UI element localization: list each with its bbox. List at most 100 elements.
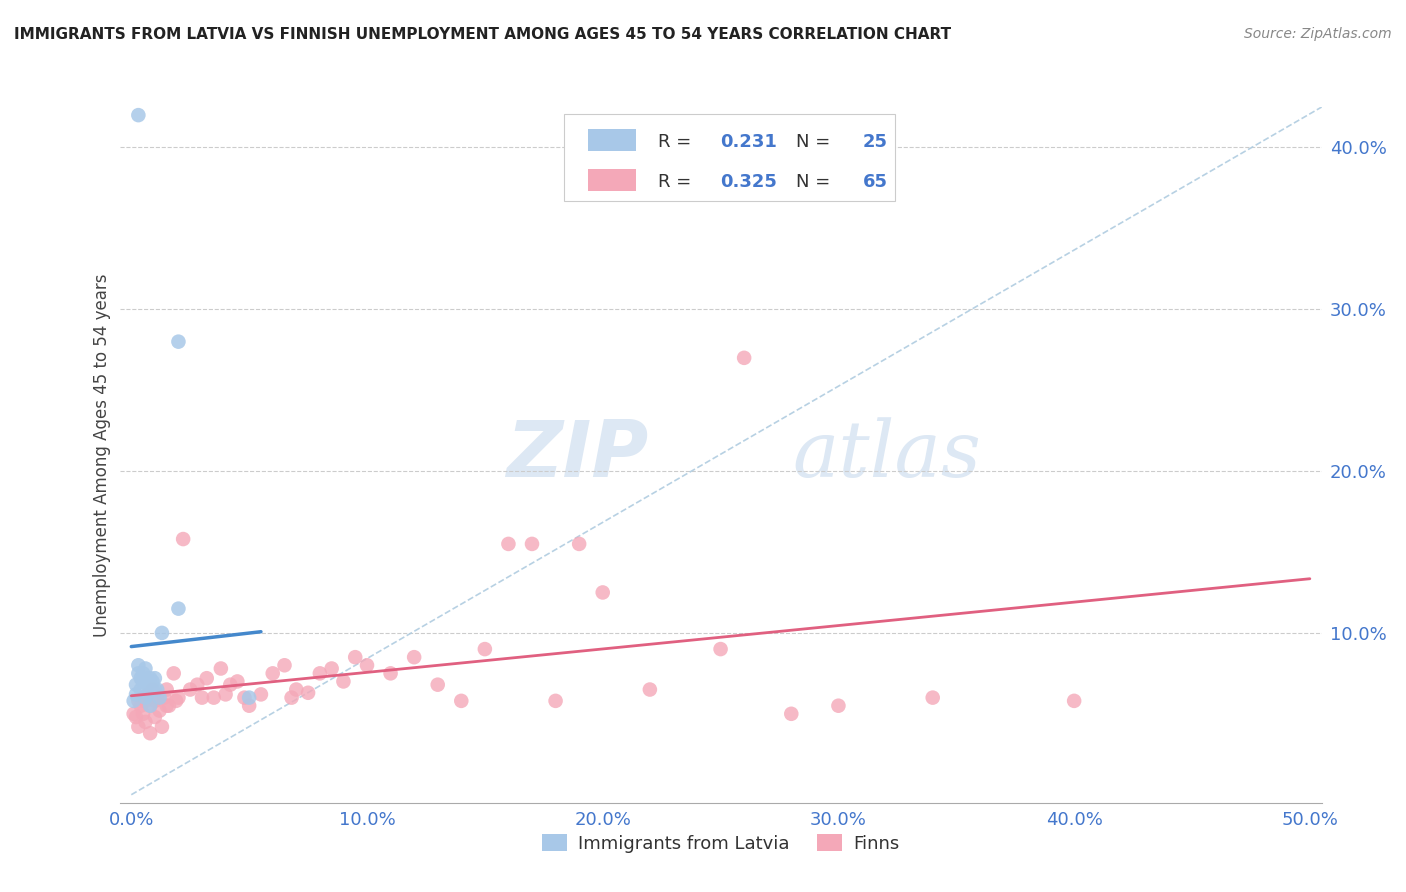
Point xyxy=(165,694,187,708)
Point xyxy=(139,671,162,685)
Point xyxy=(141,682,163,697)
Text: R =: R = xyxy=(658,133,697,152)
Point xyxy=(136,687,159,701)
Point xyxy=(156,698,179,713)
Point xyxy=(474,642,496,657)
Point xyxy=(127,694,149,708)
Point xyxy=(191,690,214,705)
Point xyxy=(136,687,159,701)
Point xyxy=(157,698,180,713)
Point xyxy=(153,690,176,705)
Point xyxy=(149,690,172,705)
Point xyxy=(568,537,591,551)
Text: Source: ZipAtlas.com: Source: ZipAtlas.com xyxy=(1244,27,1392,41)
Point xyxy=(638,682,661,697)
Point xyxy=(132,690,155,705)
Point xyxy=(132,706,155,721)
Point xyxy=(238,698,260,713)
Point xyxy=(122,706,145,721)
Point xyxy=(321,661,343,675)
Point xyxy=(710,642,733,657)
Point xyxy=(127,658,149,673)
Legend: Immigrants from Latvia, Finns: Immigrants from Latvia, Finns xyxy=(534,827,907,860)
Point xyxy=(1063,694,1085,708)
Point xyxy=(125,678,148,692)
FancyBboxPatch shape xyxy=(564,114,894,201)
Point xyxy=(344,650,367,665)
Point xyxy=(134,661,156,675)
Point xyxy=(921,690,943,705)
Point xyxy=(733,351,755,365)
Point xyxy=(195,671,218,685)
Point xyxy=(132,674,155,689)
Point xyxy=(209,661,232,675)
Point xyxy=(150,626,173,640)
Point xyxy=(125,687,148,701)
Text: atlas: atlas xyxy=(793,417,981,493)
Point xyxy=(186,678,208,692)
Point xyxy=(273,658,295,673)
Point xyxy=(285,682,308,697)
Point xyxy=(172,532,194,546)
Point xyxy=(134,694,156,708)
Point xyxy=(141,674,163,689)
Point xyxy=(426,678,449,692)
Point xyxy=(146,682,169,697)
Point xyxy=(309,666,332,681)
Text: ZIP: ZIP xyxy=(506,417,648,493)
Point xyxy=(139,726,162,740)
Point xyxy=(356,658,378,673)
Point xyxy=(827,698,849,713)
Text: 0.325: 0.325 xyxy=(720,173,778,191)
Text: 65: 65 xyxy=(862,173,887,191)
Point xyxy=(167,601,190,615)
Point xyxy=(146,690,169,705)
Point xyxy=(280,690,302,705)
Point xyxy=(233,690,256,705)
Text: 25: 25 xyxy=(862,133,887,152)
Point xyxy=(202,690,225,705)
Point xyxy=(179,682,201,697)
Point xyxy=(226,674,249,689)
Point xyxy=(214,687,236,701)
Point xyxy=(238,690,260,705)
Point xyxy=(132,666,155,681)
Point xyxy=(143,710,166,724)
Point xyxy=(450,694,472,708)
Point xyxy=(167,334,190,349)
Point xyxy=(404,650,426,665)
FancyBboxPatch shape xyxy=(588,169,637,192)
Point xyxy=(143,694,166,708)
Point xyxy=(139,698,162,713)
Text: N =: N = xyxy=(796,173,837,191)
Point xyxy=(127,666,149,681)
Point xyxy=(498,537,520,551)
Point xyxy=(134,690,156,705)
Point xyxy=(149,704,172,718)
Text: IMMIGRANTS FROM LATVIA VS FINNISH UNEMPLOYMENT AMONG AGES 45 TO 54 YEARS CORRELA: IMMIGRANTS FROM LATVIA VS FINNISH UNEMPL… xyxy=(14,27,952,42)
Point xyxy=(139,698,162,713)
Point xyxy=(125,710,148,724)
Point xyxy=(297,686,319,700)
Point xyxy=(127,720,149,734)
Point xyxy=(129,698,152,713)
Point xyxy=(332,674,354,689)
Point xyxy=(136,678,159,692)
Text: N =: N = xyxy=(796,133,837,152)
Point xyxy=(134,714,156,729)
Point xyxy=(380,666,402,681)
Point xyxy=(219,678,242,692)
Point xyxy=(143,682,166,697)
Point xyxy=(143,671,166,685)
Point xyxy=(520,537,543,551)
Point xyxy=(592,585,614,599)
Y-axis label: Unemployment Among Ages 45 to 54 years: Unemployment Among Ages 45 to 54 years xyxy=(93,273,111,637)
Point xyxy=(150,720,173,734)
Point xyxy=(544,694,567,708)
Point xyxy=(163,666,186,681)
Point xyxy=(780,706,803,721)
Point xyxy=(129,682,152,697)
Point xyxy=(127,108,149,122)
Text: 0.231: 0.231 xyxy=(720,133,778,152)
Text: R =: R = xyxy=(658,173,697,191)
